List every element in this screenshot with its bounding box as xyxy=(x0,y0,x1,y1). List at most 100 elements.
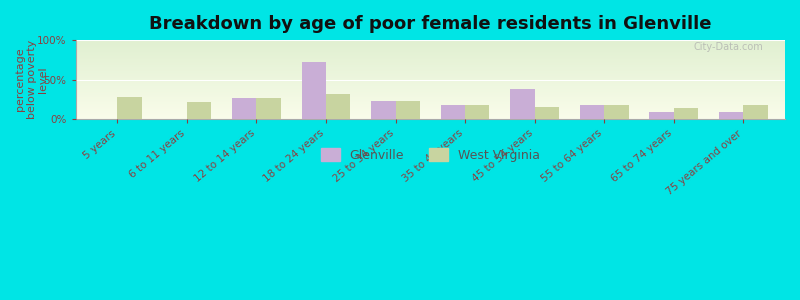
Bar xyxy=(76,91,785,92)
Bar xyxy=(76,104,785,105)
Bar xyxy=(76,64,785,65)
Bar xyxy=(76,51,785,52)
Bar xyxy=(76,83,785,84)
Bar xyxy=(76,52,785,53)
Bar xyxy=(580,105,604,119)
Bar xyxy=(76,67,785,68)
Text: City-Data.com: City-Data.com xyxy=(694,43,764,52)
Bar xyxy=(76,118,785,119)
Bar xyxy=(76,44,785,45)
Bar xyxy=(76,54,785,55)
Bar xyxy=(534,107,559,119)
Bar xyxy=(76,84,785,85)
Bar xyxy=(674,108,698,119)
Bar xyxy=(232,98,257,119)
Bar xyxy=(76,87,785,88)
Bar xyxy=(76,62,785,63)
Bar xyxy=(76,68,785,69)
Bar xyxy=(76,89,785,90)
Bar xyxy=(76,92,785,93)
Bar xyxy=(76,80,785,81)
Bar xyxy=(76,107,785,108)
Bar xyxy=(719,112,743,119)
Bar xyxy=(76,99,785,100)
Bar xyxy=(76,78,785,79)
Bar xyxy=(302,62,326,119)
Bar xyxy=(187,102,211,119)
Bar xyxy=(76,110,785,111)
Bar xyxy=(76,76,785,77)
Bar xyxy=(76,103,785,104)
Bar xyxy=(76,105,785,106)
Bar xyxy=(76,82,785,83)
Bar xyxy=(76,96,785,97)
Bar xyxy=(76,102,785,103)
Bar xyxy=(510,89,534,119)
Bar xyxy=(650,112,674,119)
Bar xyxy=(76,57,785,58)
Bar xyxy=(118,97,142,119)
Bar xyxy=(76,95,785,96)
Bar xyxy=(76,73,785,74)
Bar xyxy=(76,60,785,61)
Bar xyxy=(76,66,785,67)
Bar xyxy=(76,106,785,107)
Bar xyxy=(76,97,785,98)
Bar xyxy=(76,45,785,46)
Bar xyxy=(257,98,281,119)
Bar xyxy=(76,65,785,66)
Bar xyxy=(76,98,785,99)
Bar xyxy=(76,49,785,50)
Bar xyxy=(76,88,785,89)
Bar xyxy=(76,55,785,56)
Bar xyxy=(371,101,395,119)
Bar xyxy=(76,77,785,78)
Bar xyxy=(76,41,785,42)
Bar xyxy=(76,69,785,70)
Bar xyxy=(604,105,629,119)
Bar xyxy=(76,48,785,49)
Bar xyxy=(76,58,785,59)
Bar xyxy=(76,85,785,86)
Bar xyxy=(76,118,785,119)
Bar xyxy=(76,116,785,117)
Bar xyxy=(76,81,785,82)
Bar xyxy=(76,93,785,94)
Bar xyxy=(76,75,785,76)
Bar xyxy=(76,43,785,44)
Bar xyxy=(76,108,785,109)
Bar xyxy=(76,46,785,47)
Bar xyxy=(76,86,785,87)
Bar xyxy=(76,71,785,72)
Bar xyxy=(395,101,420,119)
Bar xyxy=(76,56,785,57)
Bar xyxy=(76,74,785,75)
Y-axis label: percentage
below poverty
level: percentage below poverty level xyxy=(15,40,48,119)
Bar xyxy=(76,72,785,73)
Bar xyxy=(76,100,785,101)
Bar xyxy=(76,101,785,102)
Bar xyxy=(76,117,785,118)
Bar xyxy=(326,94,350,119)
Bar xyxy=(76,42,785,43)
Legend: Glenville, West Virginia: Glenville, West Virginia xyxy=(316,143,545,167)
Bar xyxy=(76,109,785,110)
Bar xyxy=(76,50,785,51)
Bar xyxy=(441,105,465,119)
Bar xyxy=(76,70,785,71)
Bar xyxy=(743,105,768,119)
Bar xyxy=(76,40,785,41)
Bar xyxy=(76,94,785,95)
Bar xyxy=(76,63,785,64)
Bar xyxy=(76,61,785,62)
Title: Breakdown by age of poor female residents in Glenville: Breakdown by age of poor female resident… xyxy=(149,15,711,33)
Bar xyxy=(76,59,785,60)
Bar xyxy=(76,113,785,114)
Bar xyxy=(76,90,785,91)
Bar xyxy=(76,47,785,48)
Bar xyxy=(76,111,785,112)
Bar xyxy=(76,79,785,80)
Bar xyxy=(76,112,785,113)
Bar xyxy=(76,114,785,115)
Bar xyxy=(465,105,490,119)
